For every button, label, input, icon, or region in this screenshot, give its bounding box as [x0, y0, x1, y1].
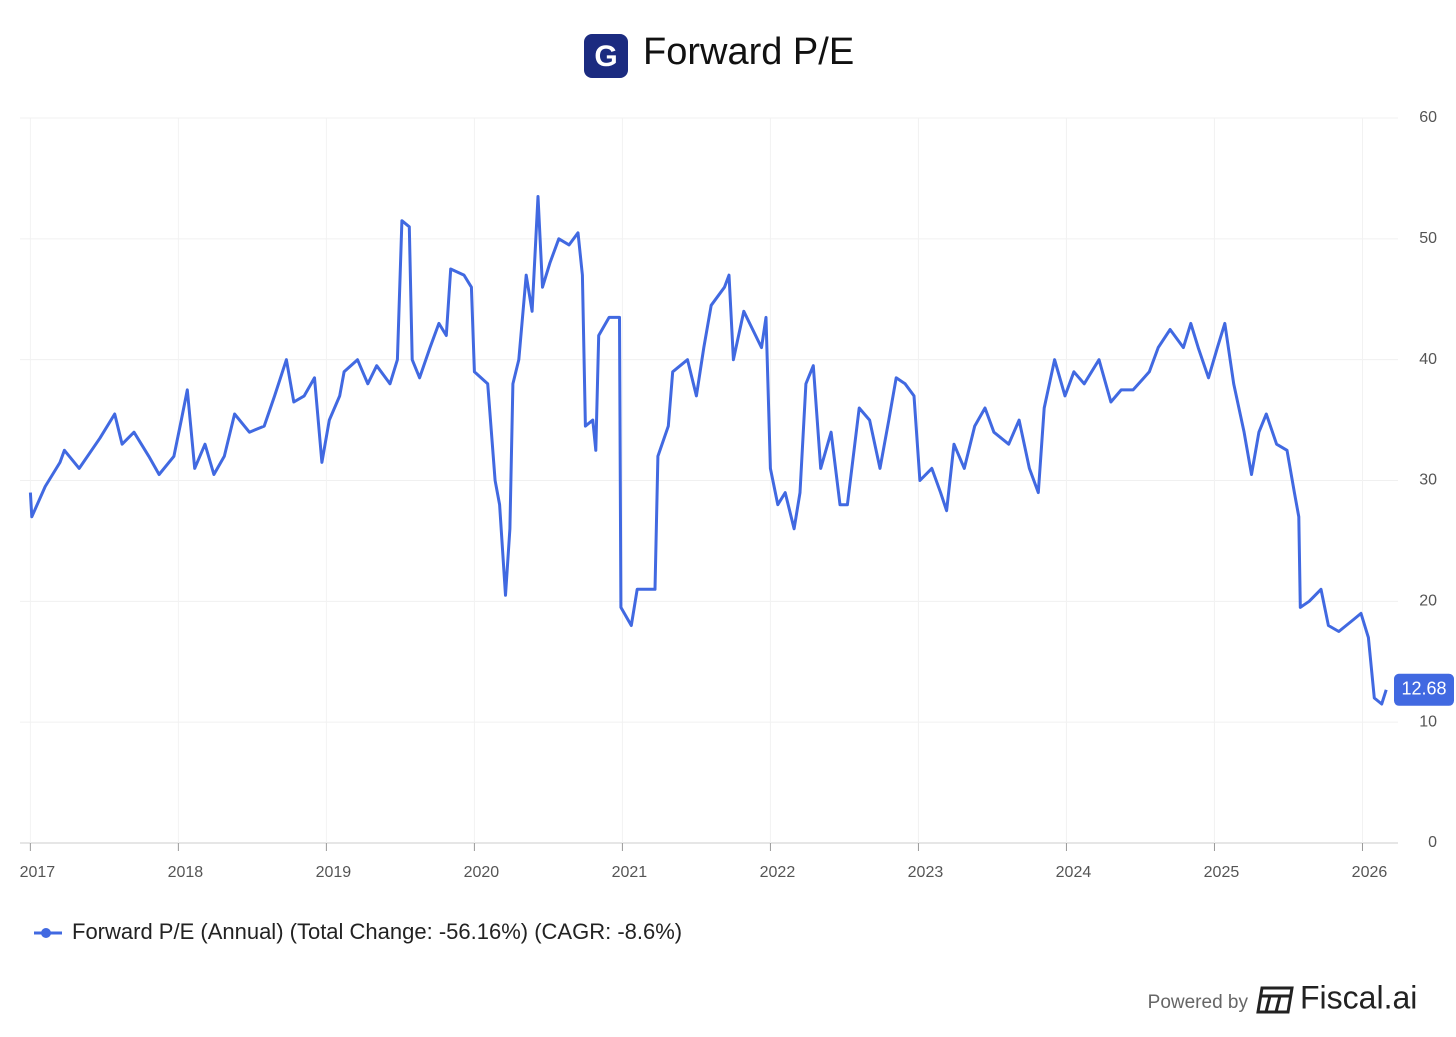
y-tick-label: 10 [1419, 713, 1437, 730]
x-tick-label: 2017 [20, 864, 56, 881]
legend-marker [41, 928, 51, 938]
x-tick-label: 2025 [1204, 864, 1240, 881]
y-tick-label: 30 [1419, 472, 1437, 489]
y-tick-label: 20 [1419, 593, 1437, 610]
grid: 0 10 20 30 40 50 60 2017 2018 2019 2020 2021 2022 202… [20, 109, 1438, 881]
y-tick-label: 60 [1419, 109, 1437, 126]
brand-name: Fiscal.ai [1300, 979, 1417, 1015]
x-tick-label: 2019 [316, 864, 352, 881]
data-line [28, 195, 1388, 706]
logo-letter: G [594, 40, 617, 73]
x-tick-label: 2022 [760, 864, 796, 881]
x-tick-label: 2023 [908, 864, 944, 881]
y-tick-label: 40 [1419, 351, 1437, 368]
legend: Forward P/E (Annual) (Total Change: -56.… [34, 919, 682, 944]
plot: 12.68 [28, 195, 1454, 706]
y-tick-label: 0 [1428, 834, 1437, 851]
logo-badge [584, 34, 628, 78]
powered-by: Powered by [1148, 992, 1249, 1013]
end-value-label: 12.68 [1401, 679, 1446, 699]
x-tick-label: 2020 [464, 864, 500, 881]
brand-icon [1256, 986, 1294, 1014]
chart-title: Forward P/E [643, 31, 854, 73]
x-tick-label: 2018 [168, 864, 204, 881]
legend-label: Forward P/E (Annual) (Total Change: -56.… [72, 919, 682, 944]
x-tick-label: 2024 [1056, 864, 1092, 881]
x-tick-label: 2026 [1352, 864, 1388, 881]
y-tick-label: 50 [1419, 230, 1437, 247]
x-tick-label: 2021 [612, 864, 648, 881]
end-value-badge [1394, 673, 1454, 706]
